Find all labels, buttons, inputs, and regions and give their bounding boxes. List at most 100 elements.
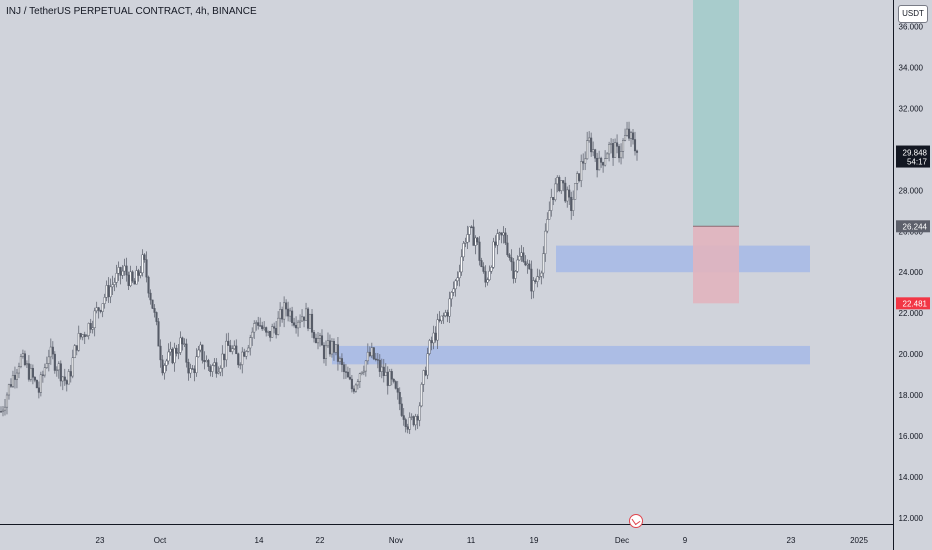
demand-zone[interactable]	[332, 345, 810, 365]
time-scale[interactable]: 23 Oct 14 22 Nov 11 19 Dec 9 23 2025	[96, 536, 869, 545]
candle-body	[225, 340, 228, 361]
price-tick-label: 22.000	[899, 309, 924, 318]
price-scale[interactable]: 36.00034.00032.00030.00028.00026.00024.0…	[899, 23, 924, 523]
candle-body	[520, 252, 523, 257]
candle-body	[480, 260, 483, 267]
candle-body	[135, 270, 138, 285]
candles-layer	[0, 121, 639, 435]
candle-body	[462, 243, 465, 258]
candle-body	[243, 351, 246, 357]
candle-body	[33, 377, 36, 381]
candle-body	[422, 370, 425, 385]
candle-body	[163, 365, 166, 374]
candle-body	[368, 351, 371, 357]
candle-body	[320, 335, 324, 346]
candle-body	[538, 276, 541, 278]
candle-body	[267, 330, 270, 333]
flag-icon[interactable]	[629, 514, 643, 528]
candle-body	[572, 199, 575, 211]
target-zone[interactable]	[693, 0, 739, 227]
candle-body	[378, 359, 381, 372]
candle-body	[362, 370, 365, 373]
candle-body	[492, 241, 495, 268]
candle-body	[348, 376, 351, 380]
zones-layer	[332, 245, 810, 365]
candle-body	[49, 346, 52, 358]
candle-body	[15, 372, 18, 380]
candle-body	[37, 387, 40, 393]
candle-body	[318, 335, 322, 339]
candle-body	[291, 310, 294, 323]
candle-body	[47, 356, 50, 364]
candle-body	[625, 128, 629, 136]
candle-body	[147, 276, 150, 294]
candle-body	[79, 333, 82, 338]
candle-body	[289, 310, 292, 317]
candle-body	[418, 405, 421, 421]
candle-body	[1, 409, 5, 412]
candle-body	[101, 303, 104, 312]
candle-body	[287, 308, 290, 317]
candle-body	[360, 371, 363, 374]
candle-body	[358, 373, 361, 382]
currency-button[interactable]: USDT	[898, 5, 928, 23]
candle-body	[43, 367, 46, 376]
time-tick-label: 2025	[850, 536, 868, 545]
candle-body	[542, 253, 545, 274]
candle-body	[430, 340, 433, 344]
candle-body	[314, 337, 318, 344]
candle-body	[506, 242, 509, 256]
candle-body	[536, 276, 539, 282]
candle-body	[390, 371, 393, 380]
candle-body	[77, 333, 80, 351]
candle-body	[334, 344, 337, 353]
candle-body	[310, 313, 314, 333]
long-position-tool[interactable]	[693, 0, 739, 304]
candle-body	[193, 368, 196, 374]
candle-body	[544, 230, 547, 254]
candle-body	[304, 308, 308, 321]
candle-body	[249, 337, 252, 349]
candle-body	[195, 356, 198, 374]
candle-body	[133, 280, 136, 285]
candle-body	[269, 330, 272, 338]
candle-body	[265, 327, 268, 333]
time-tick-label: 11	[467, 536, 476, 545]
candle-body	[91, 327, 94, 330]
candle-body	[165, 360, 168, 366]
candle-body	[354, 384, 357, 392]
candle-body	[540, 272, 543, 277]
candle-body	[590, 137, 593, 153]
candle-body	[141, 254, 144, 274]
candle-body	[635, 150, 639, 153]
entry-price-label: 26.244	[903, 222, 928, 231]
candle-body	[508, 254, 511, 258]
candle-body	[618, 146, 621, 159]
demand-zone[interactable]	[556, 245, 810, 273]
candle-body	[394, 381, 397, 389]
candle-body	[143, 254, 146, 260]
candle-body	[245, 351, 248, 357]
candle-body	[65, 380, 68, 385]
candle-body	[155, 312, 158, 322]
candle-body	[392, 378, 395, 382]
candle-body	[308, 313, 312, 329]
candle-body	[366, 351, 369, 362]
candle-body	[502, 232, 505, 236]
candle-body	[83, 334, 86, 337]
candle-body	[472, 226, 475, 246]
candle-body	[187, 362, 190, 374]
candle-body	[31, 367, 34, 378]
candle-body	[149, 292, 152, 301]
candle-body	[19, 356, 22, 367]
candle-body	[376, 359, 379, 361]
candle-body	[566, 189, 569, 202]
candle-body	[297, 321, 300, 329]
stop-zone[interactable]	[693, 226, 739, 304]
candle-body	[410, 416, 413, 418]
candle-body	[546, 219, 549, 232]
time-tick-label: Nov	[389, 536, 403, 545]
candle-body	[191, 368, 194, 370]
time-tick-label: Dec	[615, 536, 629, 545]
